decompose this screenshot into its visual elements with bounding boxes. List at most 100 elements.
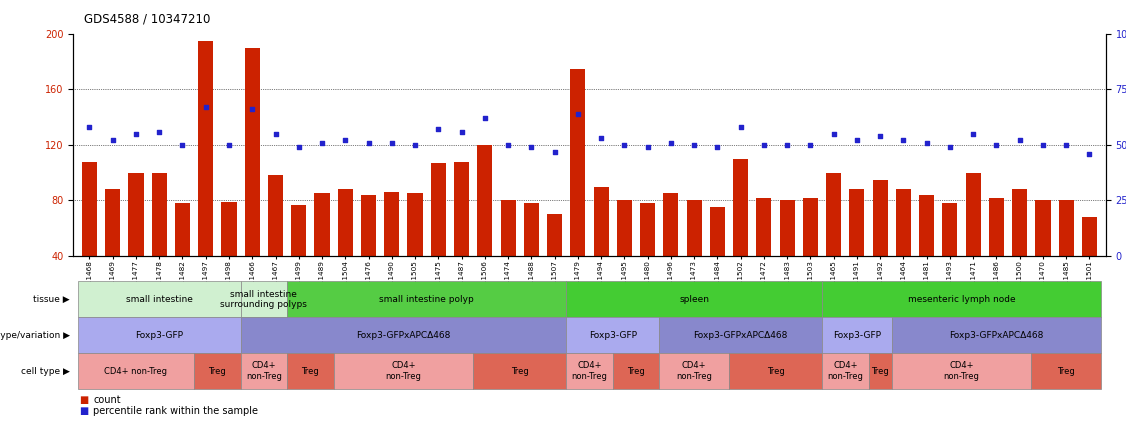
Point <box>615 141 633 148</box>
Point <box>638 144 656 151</box>
Point <box>592 135 610 142</box>
Bar <box>408 193 422 256</box>
Text: spleen: spleen <box>679 295 709 304</box>
Bar <box>663 193 678 256</box>
Point <box>918 139 936 146</box>
Text: Foxp3-GFPxAPCΔ468: Foxp3-GFPxAPCΔ468 <box>694 331 788 340</box>
Point <box>1057 141 1075 148</box>
Text: Treg: Treg <box>627 367 645 376</box>
Bar <box>687 201 701 256</box>
Bar <box>733 159 748 256</box>
Bar <box>222 202 236 256</box>
Bar <box>431 163 446 256</box>
Bar <box>1058 201 1074 256</box>
Bar <box>779 201 795 256</box>
Bar <box>454 162 470 256</box>
Point <box>127 130 145 137</box>
Bar <box>292 205 306 256</box>
Bar <box>501 201 516 256</box>
Bar <box>593 187 609 256</box>
Point <box>685 141 703 148</box>
Bar <box>547 214 562 256</box>
Bar <box>617 201 632 256</box>
Text: ■: ■ <box>79 407 88 416</box>
Bar <box>152 173 167 256</box>
Text: tissue ▶: tissue ▶ <box>33 295 70 304</box>
Point <box>476 115 494 122</box>
Point <box>778 141 796 148</box>
Point <box>848 137 866 144</box>
Text: Treg: Treg <box>767 367 785 376</box>
Text: Foxp3-GFPxAPCΔ468: Foxp3-GFPxAPCΔ468 <box>949 331 1044 340</box>
Point <box>1034 141 1052 148</box>
Point <box>429 126 447 133</box>
Bar <box>384 192 400 256</box>
Point <box>802 141 820 148</box>
Text: Foxp3-GFPxAPCΔ468: Foxp3-GFPxAPCΔ468 <box>356 331 450 340</box>
Text: Treg: Treg <box>872 367 890 376</box>
Bar <box>989 198 1004 256</box>
Point <box>662 139 680 146</box>
Point <box>546 148 564 155</box>
Bar <box>849 190 865 256</box>
Point <box>104 137 122 144</box>
Point <box>220 141 238 148</box>
Text: small intestine polyp: small intestine polyp <box>379 295 474 304</box>
Text: small intestine
surrounding polyps: small intestine surrounding polyps <box>221 290 307 309</box>
Bar <box>1036 201 1051 256</box>
Text: Treg: Treg <box>302 367 320 376</box>
Point <box>1011 137 1029 144</box>
Bar <box>873 180 887 256</box>
Point <box>499 141 517 148</box>
Point <box>173 141 191 148</box>
Point <box>824 130 842 137</box>
Bar <box>477 145 492 256</box>
Text: small intestine: small intestine <box>126 295 193 304</box>
Bar <box>1082 217 1097 256</box>
Bar <box>896 190 911 256</box>
Point <box>267 130 285 137</box>
Text: cell type ▶: cell type ▶ <box>21 367 70 376</box>
Bar <box>175 203 190 256</box>
Text: CD4+
non-Treg: CD4+ non-Treg <box>944 362 980 381</box>
Point <box>732 124 750 130</box>
Text: genotype/variation ▶: genotype/variation ▶ <box>0 331 70 340</box>
Text: ■: ■ <box>79 395 88 404</box>
Bar <box>803 198 817 256</box>
Bar <box>128 173 143 256</box>
Text: CD4+
non-Treg: CD4+ non-Treg <box>245 362 282 381</box>
Text: CD4+
non-Treg: CD4+ non-Treg <box>677 362 712 381</box>
Bar <box>268 176 283 256</box>
Point <box>522 144 540 151</box>
Point <box>406 141 425 148</box>
Text: mesenteric lymph node: mesenteric lymph node <box>908 295 1016 304</box>
Point <box>243 106 261 113</box>
Point <box>453 128 471 135</box>
Text: CD4+
non-Treg: CD4+ non-Treg <box>385 362 421 381</box>
Text: Treg: Treg <box>1057 367 1075 376</box>
Point <box>872 132 890 139</box>
Text: Treg: Treg <box>208 367 226 376</box>
Bar <box>942 203 957 256</box>
Point <box>313 139 331 146</box>
Text: CD4+
non-Treg: CD4+ non-Treg <box>828 362 864 381</box>
Point <box>941 144 959 151</box>
Text: Foxp3-GFP: Foxp3-GFP <box>589 331 636 340</box>
Text: CD4+
non-Treg: CD4+ non-Treg <box>572 362 607 381</box>
Point <box>150 128 168 135</box>
Bar <box>361 195 376 256</box>
Bar <box>524 203 539 256</box>
Bar <box>314 193 330 256</box>
Bar <box>198 41 213 256</box>
Text: Foxp3-GFP: Foxp3-GFP <box>833 331 881 340</box>
Point <box>197 104 215 110</box>
Text: Treg: Treg <box>511 367 528 376</box>
Point <box>988 141 1006 148</box>
Point <box>289 144 307 151</box>
Bar <box>640 203 655 256</box>
Bar <box>570 69 586 256</box>
Point <box>383 139 401 146</box>
Bar <box>966 173 981 256</box>
Point <box>359 139 377 146</box>
Bar <box>105 190 120 256</box>
